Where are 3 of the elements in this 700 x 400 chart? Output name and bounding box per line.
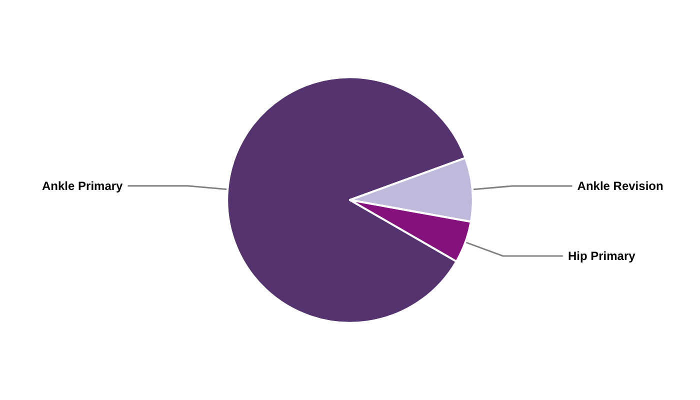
slice-label: Hip Primary <box>568 248 636 263</box>
slice-label: Ankle Revision <box>577 179 664 194</box>
slice-label: Ankle Primary <box>42 178 124 193</box>
